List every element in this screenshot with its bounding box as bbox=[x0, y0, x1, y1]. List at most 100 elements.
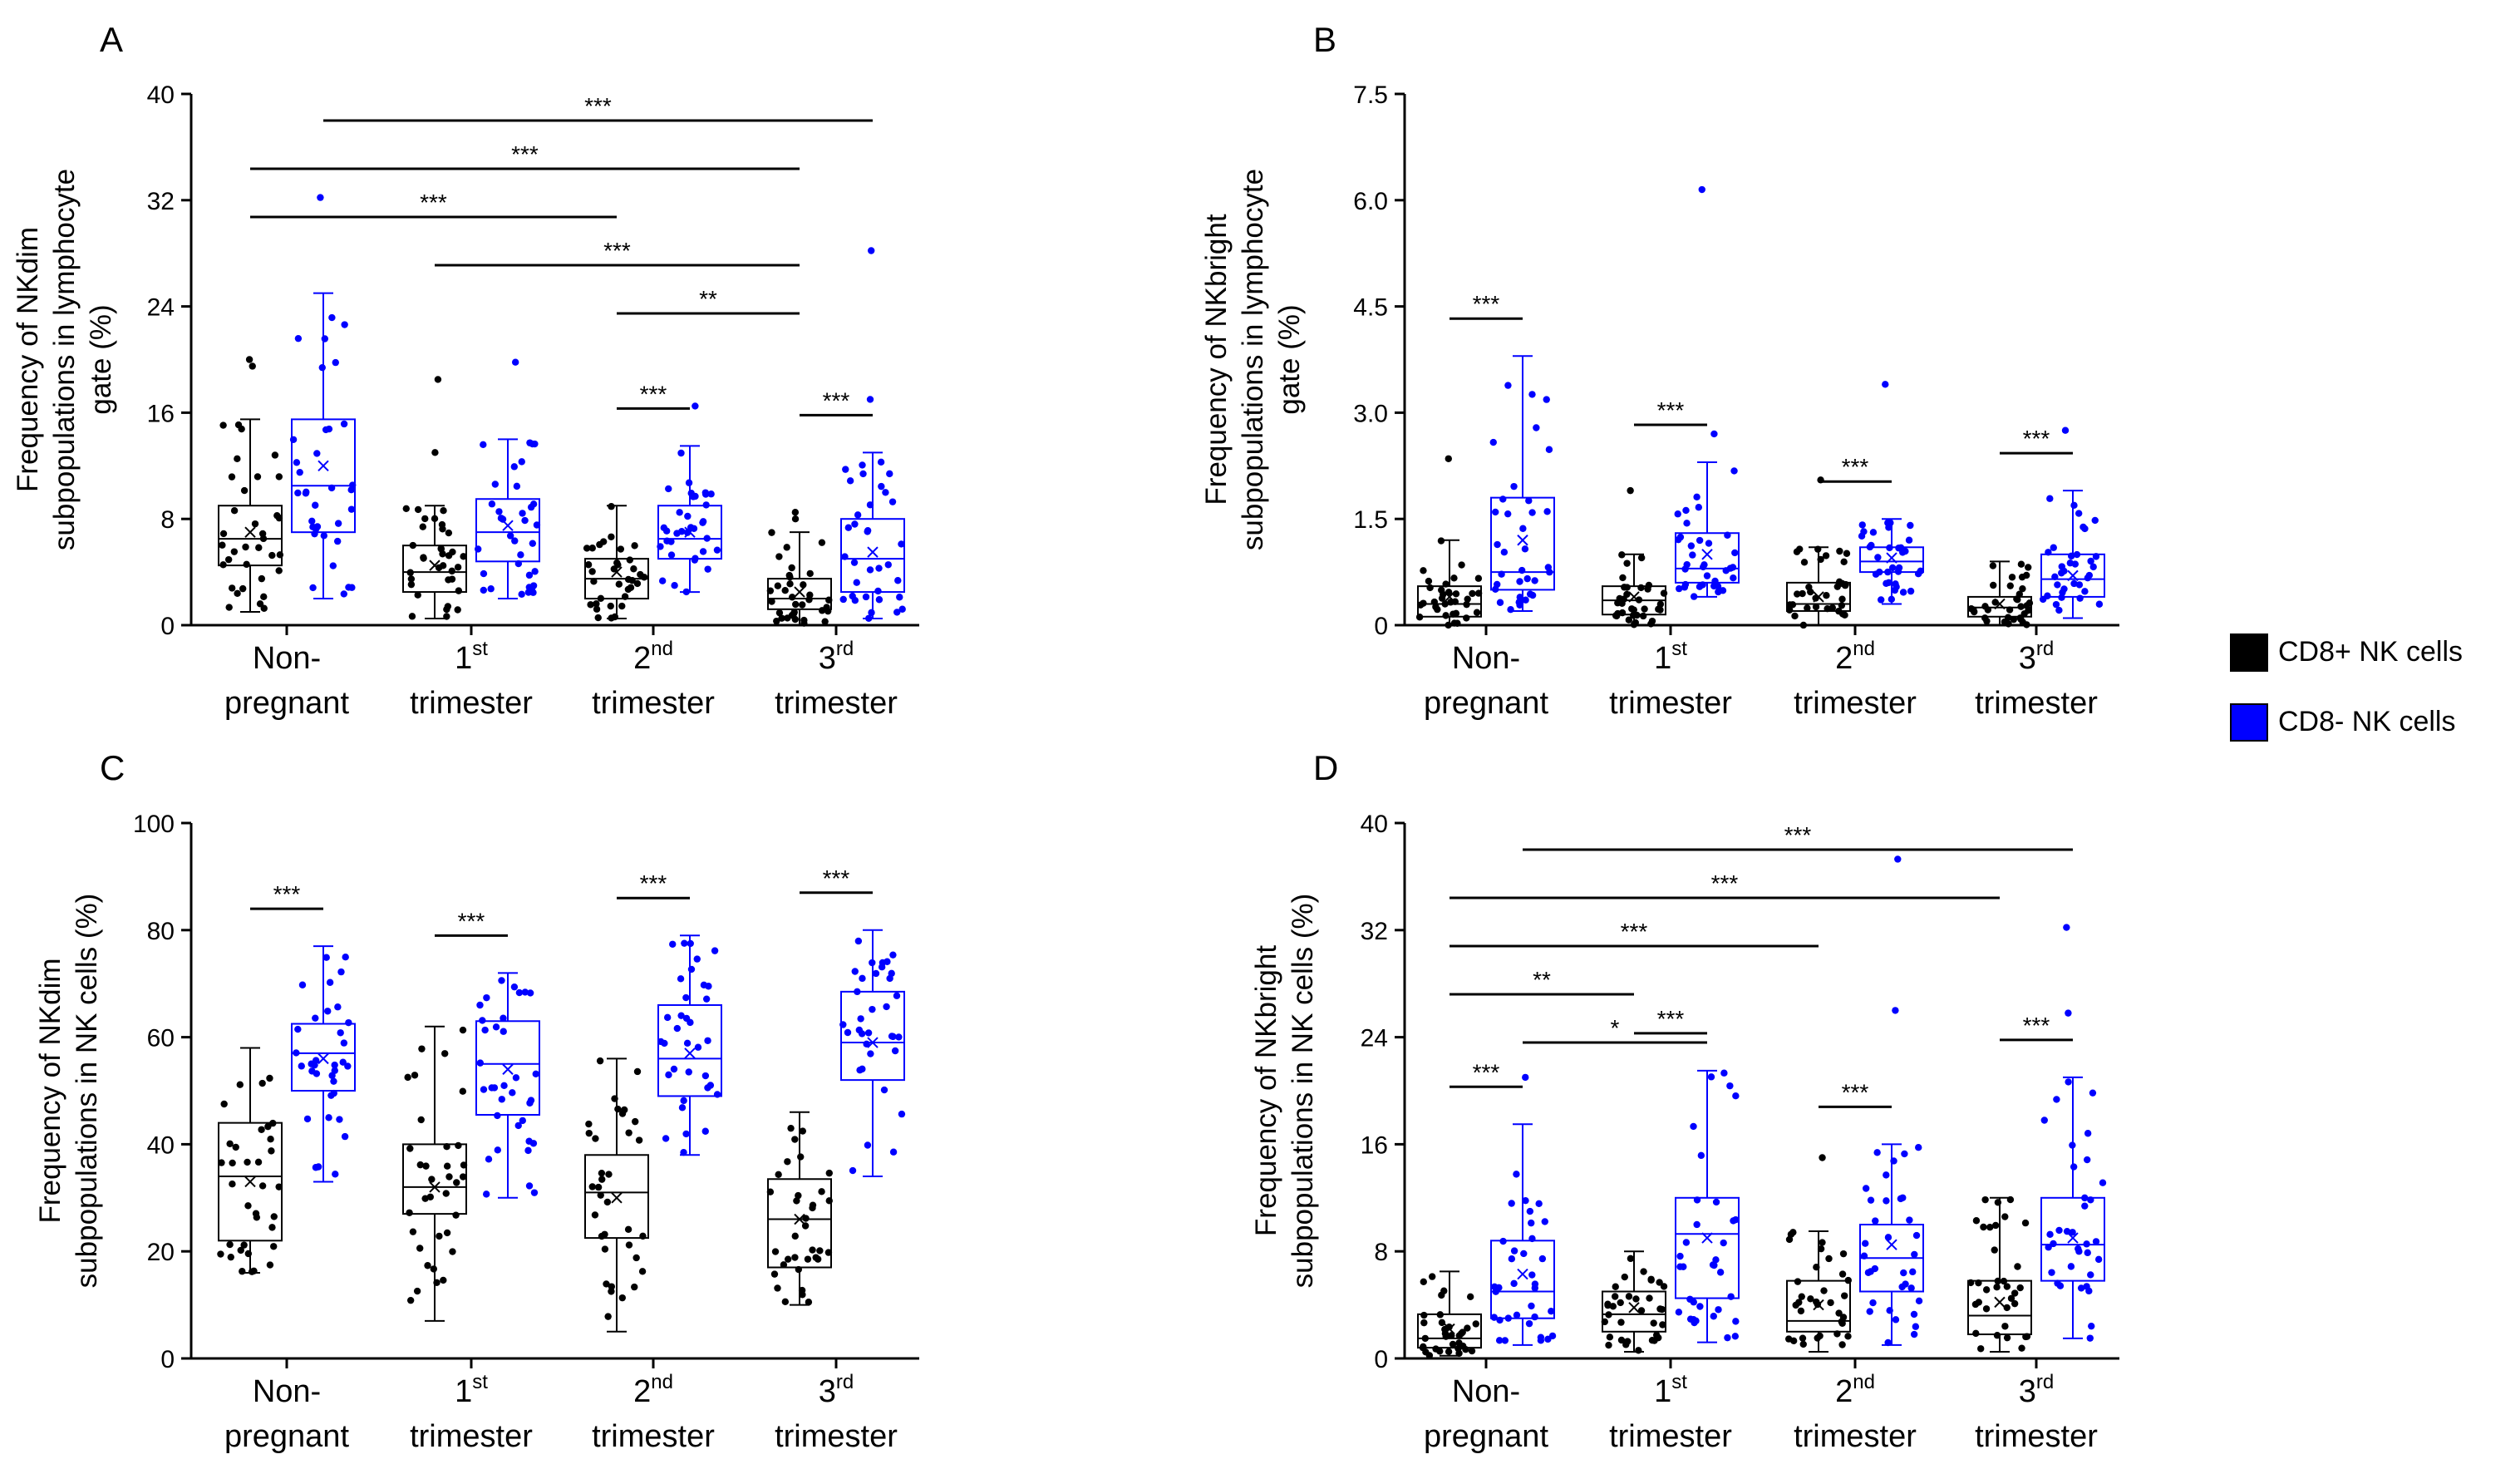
data-point bbox=[869, 959, 876, 967]
data-point bbox=[787, 1124, 795, 1132]
data-point bbox=[1516, 578, 1523, 585]
significance-label: *** bbox=[823, 865, 850, 891]
data-point bbox=[662, 1135, 670, 1142]
data-point bbox=[1883, 1197, 1890, 1205]
data-point bbox=[2011, 1299, 2019, 1308]
data-point bbox=[1689, 551, 1696, 559]
data-point bbox=[1675, 1309, 1683, 1316]
data-point bbox=[1983, 617, 1991, 625]
data-point bbox=[1496, 599, 1504, 606]
data-point bbox=[1537, 1337, 1545, 1344]
mean-marker bbox=[502, 1063, 514, 1075]
data-point bbox=[1641, 605, 1648, 613]
data-point bbox=[791, 1232, 799, 1240]
data-point bbox=[1440, 1287, 1448, 1294]
box-cd8-positive bbox=[218, 356, 284, 614]
box-iqr bbox=[1417, 585, 1482, 618]
data-point bbox=[1442, 612, 1449, 619]
box-cd8-positive bbox=[1415, 455, 1483, 629]
data-point bbox=[443, 1162, 451, 1170]
data-point bbox=[1510, 1247, 1518, 1255]
data-point bbox=[255, 544, 263, 551]
y-axis-label: gate (%) bbox=[1273, 304, 1306, 414]
data-point bbox=[1449, 1340, 1457, 1348]
data-point bbox=[2040, 1117, 2048, 1124]
data-point bbox=[690, 525, 698, 532]
data-point bbox=[866, 566, 874, 574]
data-point bbox=[491, 481, 500, 488]
data-point bbox=[774, 582, 782, 589]
data-point bbox=[805, 1299, 813, 1306]
data-point bbox=[1612, 1283, 1619, 1290]
data-point bbox=[594, 614, 602, 622]
data-point bbox=[2046, 495, 2054, 502]
data-point bbox=[801, 1222, 810, 1230]
data-point bbox=[519, 510, 526, 517]
data-point bbox=[525, 1182, 534, 1190]
data-point bbox=[521, 516, 529, 525]
data-point bbox=[631, 1283, 638, 1291]
data-point bbox=[1492, 585, 1499, 594]
data-point bbox=[784, 614, 791, 622]
data-point bbox=[818, 1188, 825, 1195]
data-point bbox=[341, 1132, 349, 1141]
outlier-point bbox=[1882, 381, 1889, 388]
data-point bbox=[1860, 528, 1868, 535]
data-point bbox=[1623, 590, 1631, 599]
data-point bbox=[849, 1166, 857, 1175]
data-point bbox=[588, 545, 596, 552]
y-tick-label: 0 bbox=[1374, 1346, 1388, 1373]
data-point bbox=[324, 1008, 332, 1015]
outlier-point bbox=[1710, 430, 1718, 438]
panel-c: C 0 20 40 60 80 100 Frequency of NKdim subpopula… bbox=[34, 748, 919, 1454]
box-cd8-positive bbox=[1785, 476, 1851, 629]
mean-marker bbox=[611, 1192, 623, 1204]
data-point bbox=[2084, 1156, 2091, 1164]
data-point bbox=[460, 553, 467, 560]
data-point bbox=[1715, 1306, 1722, 1314]
data-point bbox=[1445, 589, 1453, 596]
data-point bbox=[1991, 599, 1999, 606]
data-point bbox=[1451, 598, 1459, 605]
data-point bbox=[682, 1130, 690, 1138]
data-point bbox=[453, 1179, 460, 1186]
data-point bbox=[312, 501, 319, 509]
data-point bbox=[2055, 1226, 2063, 1235]
data-point bbox=[775, 1171, 782, 1178]
data-point bbox=[1915, 1143, 1922, 1151]
data-point bbox=[771, 1248, 780, 1255]
data-point bbox=[791, 1254, 799, 1261]
panel-letter: A bbox=[100, 20, 123, 59]
data-point bbox=[888, 969, 895, 978]
data-point bbox=[311, 1061, 318, 1069]
significance-bar: ** bbox=[1449, 967, 1634, 996]
data-point bbox=[2083, 1283, 2090, 1290]
outlier-point bbox=[791, 509, 800, 516]
data-point bbox=[1866, 1308, 1873, 1315]
data-point bbox=[665, 485, 672, 493]
data-point bbox=[1888, 564, 1897, 572]
data-point bbox=[1731, 1333, 1740, 1340]
data-point bbox=[1501, 1337, 1509, 1344]
x-tick-label-line2: pregnant bbox=[1424, 686, 1548, 721]
data-point bbox=[239, 584, 247, 593]
data-point bbox=[340, 1039, 348, 1047]
data-point bbox=[1814, 545, 1822, 553]
data-point bbox=[308, 1067, 316, 1075]
data-point bbox=[1907, 521, 1914, 530]
data-point bbox=[455, 587, 463, 594]
data-point bbox=[443, 1229, 451, 1237]
data-point bbox=[898, 1110, 906, 1118]
data-point bbox=[1628, 605, 1636, 613]
data-point bbox=[1697, 1151, 1705, 1160]
data-point bbox=[1494, 540, 1501, 549]
data-point bbox=[1515, 599, 1523, 606]
data-point bbox=[530, 1189, 539, 1196]
data-point bbox=[1621, 1273, 1628, 1281]
data-point bbox=[2087, 557, 2094, 565]
data-point bbox=[312, 1014, 319, 1022]
data-point bbox=[1637, 584, 1645, 592]
data-point bbox=[2099, 1179, 2107, 1186]
data-point bbox=[443, 1142, 450, 1151]
data-point bbox=[588, 568, 596, 575]
